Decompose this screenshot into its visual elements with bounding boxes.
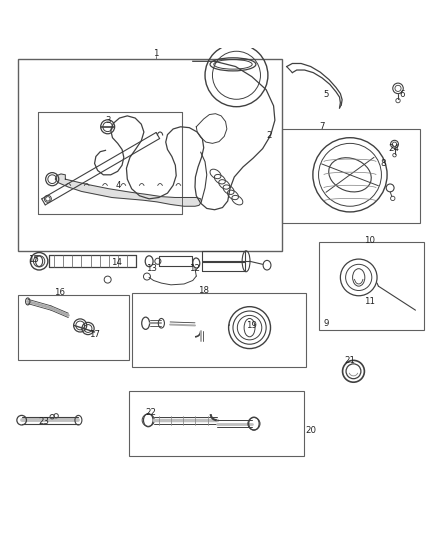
Bar xyxy=(18,59,283,251)
Text: 1: 1 xyxy=(153,49,159,58)
Text: 20: 20 xyxy=(305,426,316,435)
Bar xyxy=(132,293,306,367)
Text: 12: 12 xyxy=(190,264,201,273)
Text: 18: 18 xyxy=(198,286,209,295)
Text: 16: 16 xyxy=(54,288,65,297)
Text: 7: 7 xyxy=(319,122,325,131)
Bar xyxy=(130,391,304,456)
Text: 10: 10 xyxy=(364,236,375,245)
Text: 15: 15 xyxy=(28,255,39,264)
Text: 8: 8 xyxy=(380,159,385,168)
Bar xyxy=(18,295,130,360)
Text: 17: 17 xyxy=(89,330,100,338)
Text: 9: 9 xyxy=(323,319,328,328)
Polygon shape xyxy=(55,174,201,206)
Bar xyxy=(283,129,420,223)
Text: 21: 21 xyxy=(344,356,356,365)
Bar xyxy=(319,243,424,330)
Text: 23: 23 xyxy=(39,417,50,426)
Text: 24: 24 xyxy=(388,144,399,153)
Text: 11: 11 xyxy=(364,297,375,306)
Text: 3: 3 xyxy=(105,116,110,125)
Text: 5: 5 xyxy=(323,90,329,99)
Text: 14: 14 xyxy=(111,257,122,266)
Text: 19: 19 xyxy=(246,321,257,330)
Text: 4: 4 xyxy=(116,181,121,190)
Text: 2: 2 xyxy=(266,131,272,140)
Bar xyxy=(38,111,182,214)
Text: 13: 13 xyxy=(146,264,157,273)
Text: 6: 6 xyxy=(399,90,405,99)
Bar xyxy=(38,111,182,214)
Text: 22: 22 xyxy=(146,408,157,417)
